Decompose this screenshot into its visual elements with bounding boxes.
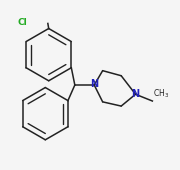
Text: N: N	[131, 89, 140, 99]
Text: CH$_3$: CH$_3$	[153, 88, 169, 100]
Text: N: N	[90, 79, 98, 89]
Text: Cl: Cl	[18, 18, 27, 27]
